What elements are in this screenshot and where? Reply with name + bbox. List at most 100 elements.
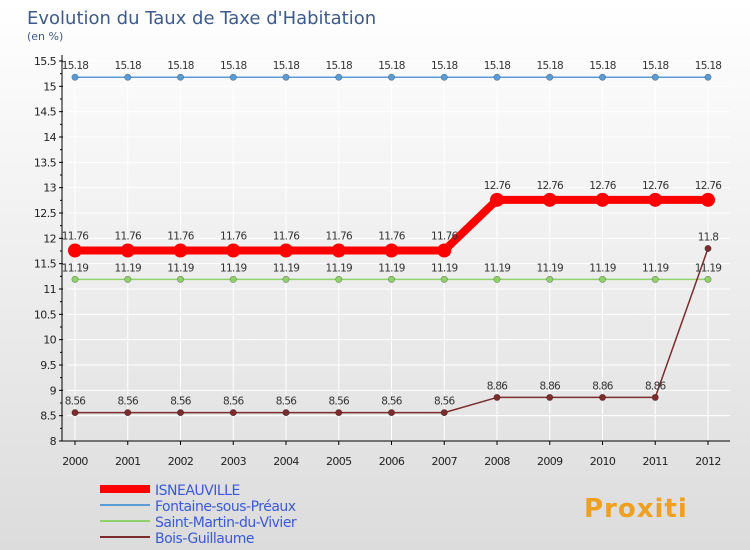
data-point (177, 275, 185, 283)
data-point (546, 393, 554, 401)
y-tick-label: 13 (43, 182, 56, 195)
data-label: 8.86 (592, 380, 614, 392)
data-point (331, 243, 346, 258)
y-tick-label: 8.5 (40, 410, 56, 423)
data-point (651, 73, 659, 81)
data-label: 11.19 (325, 262, 352, 274)
y-unit-label: (en %) (27, 30, 63, 43)
data-label: 8.86 (487, 380, 509, 392)
data-label: 8.56 (434, 396, 456, 408)
data-point (598, 275, 606, 283)
data-label: 11.19 (62, 262, 89, 274)
data-label: 11.19 (220, 262, 247, 274)
x-tick-label: 2006 (379, 455, 405, 468)
data-point (651, 393, 659, 401)
data-point (648, 192, 663, 207)
data-label: 11.19 (484, 262, 511, 274)
legend: ISNEAUVILLEFontaine-sous-PréauxSaint-Mar… (100, 483, 297, 547)
x-tick-label: 2001 (115, 455, 141, 468)
data-point (701, 192, 715, 207)
data-point (440, 275, 448, 283)
data-label: 15.18 (536, 60, 563, 72)
y-tick-label: 14 (43, 131, 56, 144)
data-label: 15.18 (589, 60, 616, 72)
data-label: 11.19 (695, 262, 722, 274)
data-point (335, 409, 343, 417)
logo-text: Proxiti (584, 494, 688, 524)
data-label: 11.19 (536, 262, 563, 274)
data-point (384, 243, 399, 258)
data-point (440, 73, 448, 81)
data-point (542, 192, 557, 207)
data-label: 12.76 (589, 180, 617, 192)
data-point (598, 73, 606, 81)
data-point (120, 243, 135, 258)
data-point (546, 73, 554, 81)
data-label: 15.18 (642, 60, 669, 72)
data-label: 11.76 (378, 230, 406, 242)
data-label: 8.86 (539, 380, 561, 392)
data-point (437, 243, 452, 258)
y-tick-label: 13.5 (34, 156, 57, 169)
data-label: 15.18 (62, 60, 89, 72)
data-point (387, 275, 395, 283)
data-label: 15.18 (325, 60, 352, 72)
data-label: 11.76 (273, 230, 301, 242)
y-tick-label: 9.5 (40, 359, 56, 372)
data-label: 11.8 (698, 231, 719, 243)
data-point (177, 73, 185, 81)
y-tick-label: 15 (43, 80, 56, 93)
y-tick-label: 10.5 (34, 308, 57, 321)
data-point (279, 243, 293, 258)
data-label: 12.76 (484, 180, 512, 192)
data-point (493, 393, 501, 401)
data-point (229, 73, 237, 81)
data-point (282, 275, 290, 283)
y-tick-label: 14.5 (34, 106, 57, 119)
data-point (387, 409, 395, 417)
data-point (546, 275, 554, 283)
data-label: 8.56 (170, 396, 192, 408)
data-label: 11.19 (378, 262, 405, 274)
proxiti-logo: Proxiti (584, 494, 688, 524)
chart-title: Evolution du Taux de Taxe d'Habitation (27, 8, 376, 29)
data-label: 11.76 (167, 230, 195, 242)
data-point (229, 409, 237, 417)
data-label: 11.76 (220, 230, 248, 242)
data-label: 8.86 (645, 380, 667, 392)
data-point (387, 73, 395, 81)
data-point (704, 275, 712, 283)
x-tick-label: 2012 (695, 455, 721, 468)
data-label: 11.76 (114, 230, 142, 242)
data-label: 8.56 (65, 396, 87, 408)
data-label: 12.76 (695, 180, 723, 192)
label-layer: 15.18 15.18 15.18 15.18 15.18 15.18 15.18 15.18… (62, 60, 723, 407)
data-label: 8.56 (117, 396, 139, 408)
data-point (173, 243, 188, 258)
data-label: 12.76 (642, 180, 670, 192)
data-point (229, 275, 237, 283)
y-tick-label: 11.5 (34, 258, 57, 271)
data-point (490, 192, 504, 207)
x-tick-label: 2007 (431, 455, 457, 468)
x-tick-label: 2004 (273, 455, 299, 468)
data-point (226, 243, 241, 258)
data-point (440, 409, 448, 417)
y-tick-label: 12 (43, 232, 56, 245)
data-label: 15.18 (695, 60, 722, 72)
data-point (335, 275, 343, 283)
x-tick-label: 2008 (484, 455, 510, 468)
data-label: 11.19 (642, 262, 669, 274)
legend-label: ISNEAUVILLE (155, 483, 240, 499)
data-point (124, 275, 132, 283)
data-point (595, 192, 610, 207)
y-tick-label: 12.5 (34, 207, 57, 220)
x-tick-label: 2003 (220, 455, 246, 468)
y-tick-label: 8 (50, 435, 57, 448)
data-point (124, 409, 132, 417)
data-label: 15.18 (114, 60, 141, 72)
data-label: 11.19 (114, 262, 141, 274)
